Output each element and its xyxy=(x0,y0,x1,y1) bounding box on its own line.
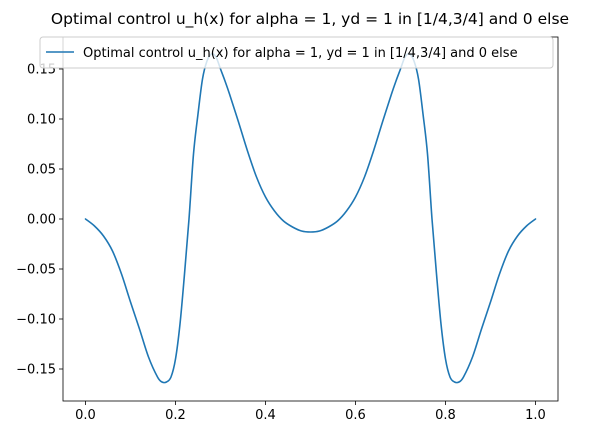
y-tick-label: 0.05 xyxy=(27,163,56,178)
legend-box xyxy=(39,36,554,69)
y-tick-label: 0.00 xyxy=(27,213,56,228)
x-tick-label: 1.0 xyxy=(525,408,546,423)
y-axis: −0.15−0.10−0.050.000.050.100.15 xyxy=(16,63,63,378)
x-tick-label: 0.2 xyxy=(165,408,186,423)
x-tick-label: 0.6 xyxy=(345,408,366,423)
legend: Optimal control u_h(x) for alpha = 1, yd… xyxy=(39,36,554,69)
x-tick-label: 0.0 xyxy=(75,408,96,423)
y-tick-label: 0.10 xyxy=(27,113,56,128)
legend-label: Optimal control u_h(x) for alpha = 1, yd… xyxy=(83,46,518,61)
series-line-0 xyxy=(84,53,537,384)
x-axis: 0.0 0.2 0.4 0.6 0.8 1.0 xyxy=(75,401,546,423)
plot-area xyxy=(84,53,537,384)
chart-title: Optimal control u_h(x) for alpha = 1, yd… xyxy=(51,10,569,29)
y-tick-label: −0.10 xyxy=(16,313,56,328)
y-tick-label: −0.05 xyxy=(16,263,56,278)
x-tick-label: 0.4 xyxy=(255,408,276,423)
y-tick-label: −0.15 xyxy=(16,363,56,378)
x-tick-label: 0.8 xyxy=(435,408,456,423)
